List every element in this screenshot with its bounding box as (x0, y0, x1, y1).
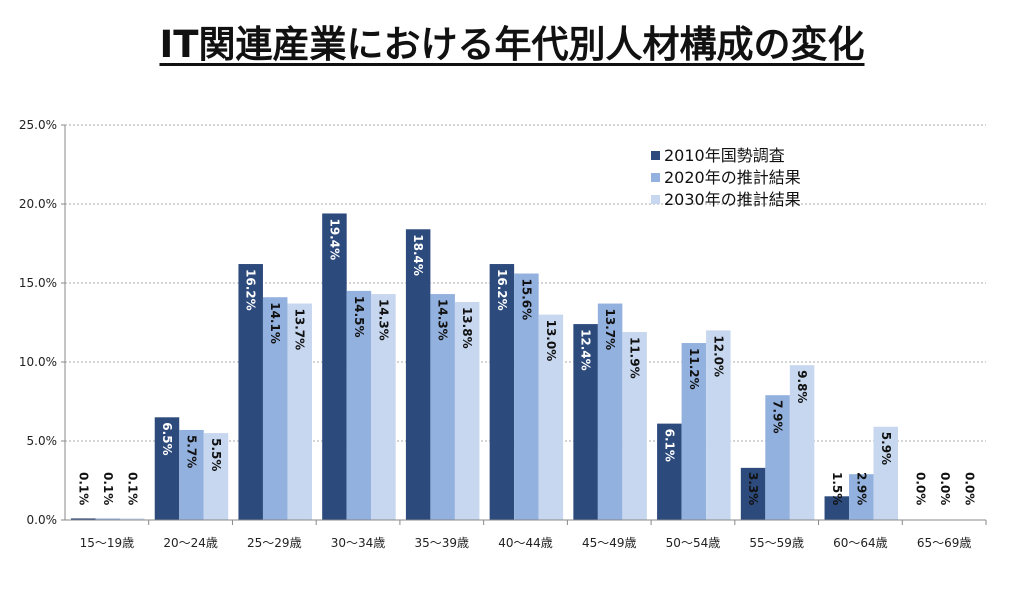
data-label: 2.9% (854, 472, 868, 505)
data-label: 12.4% (579, 329, 593, 371)
data-label: 14.3% (436, 299, 450, 341)
y-tick-label: 25.0% (19, 118, 57, 132)
data-label: 13.7% (603, 309, 617, 351)
y-tick-label: 10.0% (19, 355, 57, 369)
bar (454, 301, 480, 520)
bar (489, 264, 515, 520)
bar (824, 496, 850, 520)
bar (873, 426, 899, 520)
data-label: 15.6% (519, 279, 533, 321)
data-label: 14.1% (268, 302, 282, 344)
bar (740, 467, 766, 520)
bar (238, 264, 263, 520)
data-label: 12.0% (711, 335, 725, 377)
data-label: 0.1% (76, 472, 90, 505)
bar (849, 474, 874, 520)
legend-swatch (651, 151, 660, 160)
legend-label: 2020年の推計結果 (664, 168, 801, 187)
x-tick-label: 65〜69歳 (917, 536, 972, 550)
bar (203, 433, 229, 520)
data-label: 5.9% (879, 432, 893, 465)
chart-title: IT関連産業における年代別人材構成の変化 (0, 14, 1024, 68)
bar (706, 330, 731, 520)
bar (597, 303, 623, 520)
x-tick-label: 15〜19歳 (80, 536, 135, 550)
data-label: 5.5% (209, 438, 223, 471)
data-label: 0.1% (101, 472, 115, 505)
data-label: 14.3% (376, 299, 390, 341)
bar (622, 331, 647, 520)
bar (538, 314, 564, 520)
legend-label: 2030年の推計結果 (664, 190, 801, 209)
y-tick-label: 15.0% (19, 276, 57, 290)
data-label: 16.2% (495, 269, 509, 311)
x-tick-label: 25〜29歳 (247, 536, 302, 550)
x-tick-label: 60〜64歳 (833, 536, 888, 550)
x-tick-label: 55〜59歳 (749, 536, 804, 550)
data-label: 11.2% (687, 348, 701, 390)
data-label: 0.0% (963, 472, 977, 505)
bar (681, 343, 707, 520)
x-tick-label: 30〜34歳 (331, 536, 386, 550)
bar (154, 417, 180, 520)
data-label: 13.8% (460, 307, 474, 349)
bar (322, 213, 347, 521)
bar (371, 294, 396, 520)
bar (765, 395, 790, 520)
data-label: 13.7% (293, 309, 307, 351)
x-tick-label: 45〜49歳 (582, 536, 637, 550)
chart-title-text: IT関連産業における年代別人材構成の変化 (159, 23, 865, 66)
bar (573, 324, 598, 520)
y-tick-label: 0.0% (27, 513, 58, 527)
data-label: 13.0% (544, 320, 558, 362)
data-label: 6.1% (662, 429, 676, 462)
legend-swatch (651, 173, 660, 182)
data-label: 0.1% (125, 472, 139, 505)
data-label: 5.7% (184, 435, 198, 468)
data-label: 9.8% (795, 370, 809, 403)
bar (405, 229, 431, 520)
bar (514, 273, 539, 520)
bar (120, 518, 145, 520)
bar (346, 290, 372, 520)
data-label: 18.4% (411, 234, 425, 276)
bar (262, 297, 288, 520)
legend-label: 2010年国勢調査 (664, 146, 785, 165)
data-label: 19.4% (327, 218, 341, 260)
x-tick-label: 35〜39歳 (414, 536, 469, 550)
data-label: 6.5% (160, 422, 174, 455)
bar (287, 303, 312, 520)
data-label: 0.0% (938, 472, 952, 505)
y-tick-label: 20.0% (19, 197, 57, 211)
bar (430, 294, 455, 520)
data-label: 3.3% (746, 472, 760, 505)
bar (789, 365, 815, 520)
data-label: 0.0% (914, 472, 928, 505)
data-label: 16.2% (244, 269, 258, 311)
bar (95, 518, 120, 520)
x-tick-label: 20〜24歳 (163, 536, 218, 550)
bar (657, 423, 682, 520)
data-label: 11.9% (628, 337, 642, 379)
bar (71, 518, 96, 520)
data-label: 14.5% (352, 296, 366, 338)
legend-swatch (651, 195, 660, 204)
data-label: 1.5% (830, 472, 844, 505)
x-tick-label: 40〜44歳 (498, 536, 553, 550)
bar (179, 429, 204, 520)
data-label: 7.9% (771, 400, 785, 433)
y-tick-label: 5.0% (27, 434, 58, 448)
x-tick-label: 50〜54歳 (666, 536, 721, 550)
